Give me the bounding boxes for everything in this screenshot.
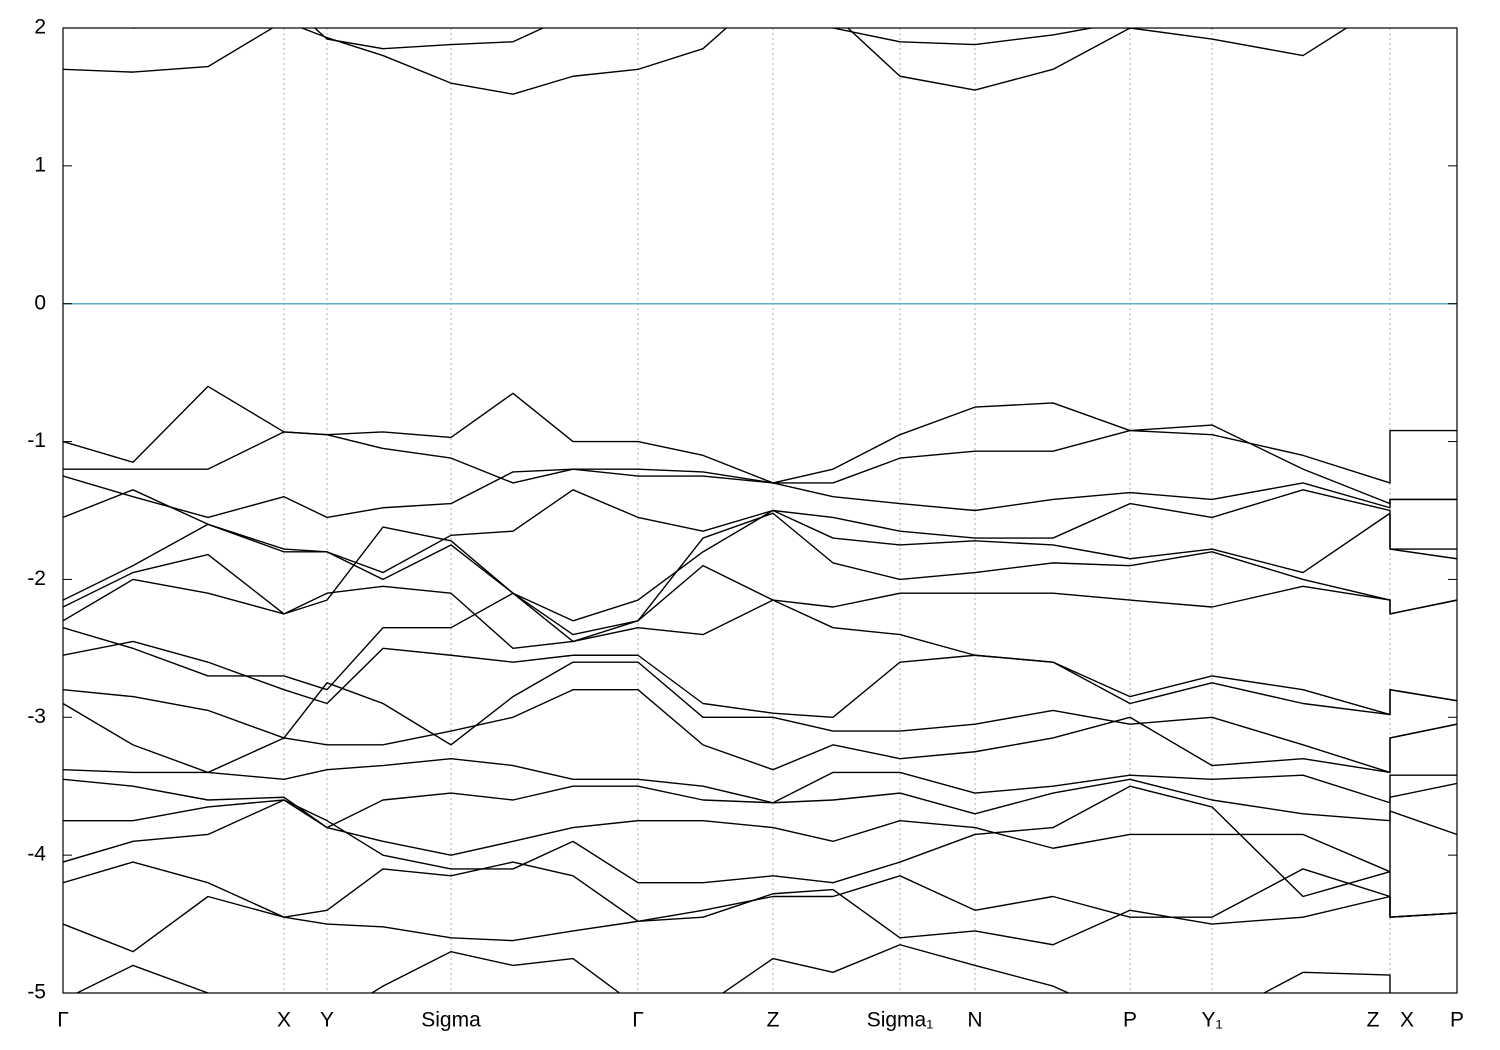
- band-line: [63, 512, 1457, 636]
- band-line: [63, 385, 1457, 484]
- x-tick-label: X: [277, 1009, 291, 1032]
- x-tick-label: Sigma: [421, 1009, 481, 1032]
- frame: [62, 27, 1458, 994]
- x-tick-label: Z: [1367, 1009, 1380, 1032]
- band-line: [63, 799, 1457, 873]
- band-line: [75, 944, 1391, 993]
- band-line: [63, 489, 1457, 574]
- band-line: [63, 861, 1457, 923]
- y-tick-label: 2: [34, 16, 46, 39]
- plot-area: [63, 28, 1457, 993]
- band-line: [63, 785, 1457, 918]
- y-tick-label: -3: [27, 705, 46, 728]
- y-tick-label: 0: [34, 291, 46, 314]
- x-tick-label: P: [1123, 1009, 1137, 1032]
- y-tick-label: -1: [27, 429, 46, 452]
- band-line: [63, 564, 1457, 650]
- x-tick-label: X: [1400, 1009, 1414, 1032]
- x-tick-label: Sigma₁: [867, 1009, 934, 1032]
- band-line: [63, 757, 1457, 804]
- band-line: [63, 424, 1457, 505]
- band-line: [63, 509, 1457, 622]
- x-tick-label: Y₁: [1201, 1009, 1222, 1032]
- y-tick-label: -4: [27, 843, 46, 866]
- grid: [283, 28, 1391, 993]
- x-tick-label: Y: [320, 1009, 334, 1032]
- x-tick-label: Z: [767, 1009, 780, 1032]
- y-tick-label: -2: [27, 567, 46, 590]
- x-tick-label: P: [1450, 1009, 1464, 1032]
- band-line: [63, 689, 1457, 774]
- band-line: [129, 28, 1215, 50]
- band-line: [63, 888, 1457, 953]
- band-line: [63, 778, 1457, 829]
- x-tick-label: Γ: [57, 1009, 69, 1032]
- band-line: [63, 592, 1457, 716]
- band-line: [63, 640, 1457, 718]
- y-tick-label: -5: [27, 981, 46, 1004]
- y-tick-label: 1: [34, 153, 46, 176]
- band-line: [63, 468, 1457, 519]
- x-tick-label: Γ: [632, 1009, 644, 1032]
- band-line: [63, 661, 1457, 774]
- x-tick-label: N: [967, 1009, 982, 1032]
- band-line: [63, 28, 1348, 95]
